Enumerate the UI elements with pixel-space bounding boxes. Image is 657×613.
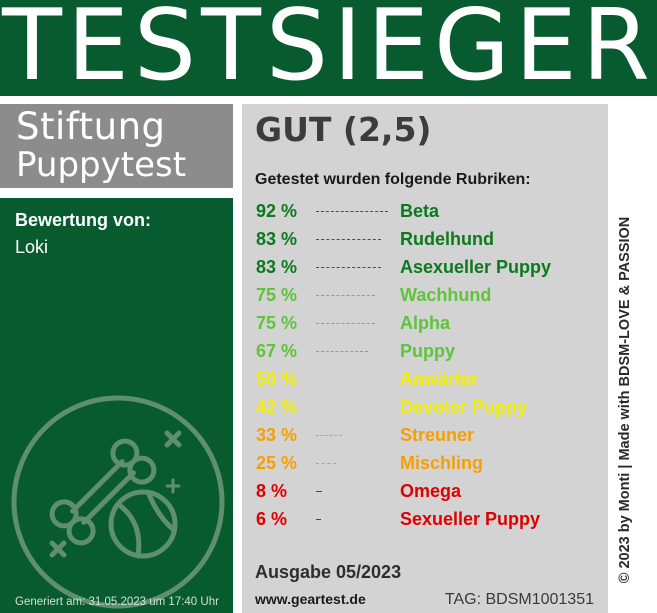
credit-text: © 2023 by Monti | Made with BDSM-LOVE & … (617, 216, 633, 584)
category-name: Alpha (400, 313, 451, 333)
tag-id: TAG: BDSM1001351 (444, 591, 594, 608)
category-dotted-bar (316, 351, 368, 352)
category-name: Devoter Puppy (400, 397, 528, 417)
website-link[interactable]: www.geartest.de (255, 591, 366, 607)
category-dotted-bar (316, 519, 321, 520)
category-row: 8 % Omega (255, 480, 605, 508)
category-row: 25 % Mischling (255, 452, 605, 480)
result-panel: GUT (2,5) Getestet wurden folgende Rubri… (242, 104, 608, 613)
category-name: Omega (400, 481, 462, 501)
category-percent: 75 % (256, 313, 298, 333)
category-dotted-bar (316, 463, 336, 464)
generated-timestamp: Generiert am: 31.05.2023 um 17:40 Uhr (15, 596, 219, 608)
category-dotted-bar (316, 211, 388, 212)
category-name: Mischling (400, 453, 484, 473)
category-row: 75 % Alpha (255, 312, 605, 340)
logo-line-puppytest: Puppytest (16, 145, 187, 185)
category-dotted-bar (316, 267, 381, 268)
category-row: 83 % Rudelhund (255, 228, 605, 256)
category-name: Wachhund (400, 285, 492, 305)
category-dotted-bar (316, 379, 355, 380)
rating-label: Bewertung von: (15, 210, 152, 230)
category-name: Puppy (400, 341, 456, 361)
header-band: TESTSIEGER (0, 0, 657, 96)
category-name: Streuner (400, 425, 475, 445)
category-row: 83 % Asexueller Puppy (255, 256, 605, 284)
category-dotted-bar (316, 491, 322, 492)
category-percent: 33 % (256, 425, 298, 445)
category-percent: 8 % (256, 481, 288, 501)
category-percent: 6 % (256, 509, 288, 529)
category-row: 67 % Puppy (255, 340, 605, 368)
category-percent: 50 % (256, 369, 298, 389)
category-dotted-bar (316, 239, 381, 240)
category-name: Sexueller Puppy (400, 509, 541, 529)
category-percent: 67 % (256, 341, 298, 361)
category-name: Rudelhund (400, 229, 494, 249)
category-list: 92 % Beta 83 % Rudelhund 83 % Asexueller Pupp… (255, 200, 605, 536)
category-percent: 25 % (256, 453, 298, 473)
bone-and-ball-icon (11, 395, 225, 609)
category-percent: 42 % (256, 397, 298, 417)
category-percent: 92 % (256, 201, 298, 221)
category-percent: 83 % (256, 257, 298, 277)
category-percent: 83 % (256, 229, 298, 249)
category-name: Anwärter (400, 369, 479, 389)
category-dotted-bar (316, 407, 349, 408)
category-name: Asexueller Puppy (400, 257, 552, 277)
category-row: 75 % Wachhund (255, 284, 605, 312)
category-row: 42 % Devoter Puppy (255, 396, 605, 424)
category-row: 6 % Sexueller Puppy (255, 508, 605, 536)
rating-panel: Bewertung von: Loki Generiert am: 31.05.… (0, 198, 233, 613)
rating-name: Loki (15, 237, 49, 257)
category-percent: 75 % (256, 285, 298, 305)
category-name: Beta (400, 201, 440, 221)
category-row: 50 % Anwärter (255, 368, 605, 396)
category-dotted-bar (316, 435, 342, 436)
grade-title: GUT (2,5) (255, 110, 432, 149)
logo-line-stiftung: Stiftung (16, 105, 166, 148)
category-dotted-bar (316, 295, 375, 296)
stiftung-logo: Stiftung Puppytest (0, 104, 233, 188)
header-title: TESTSIEGER (2, 0, 655, 103)
category-row: 33 % Streuner (255, 424, 605, 452)
category-row: 92 % Beta (255, 200, 605, 228)
category-dotted-bar (316, 323, 375, 324)
issue-label: Ausgabe 05/2023 (255, 562, 402, 582)
categories-heading: Getestet wurden folgende Rubriken: (255, 171, 531, 188)
